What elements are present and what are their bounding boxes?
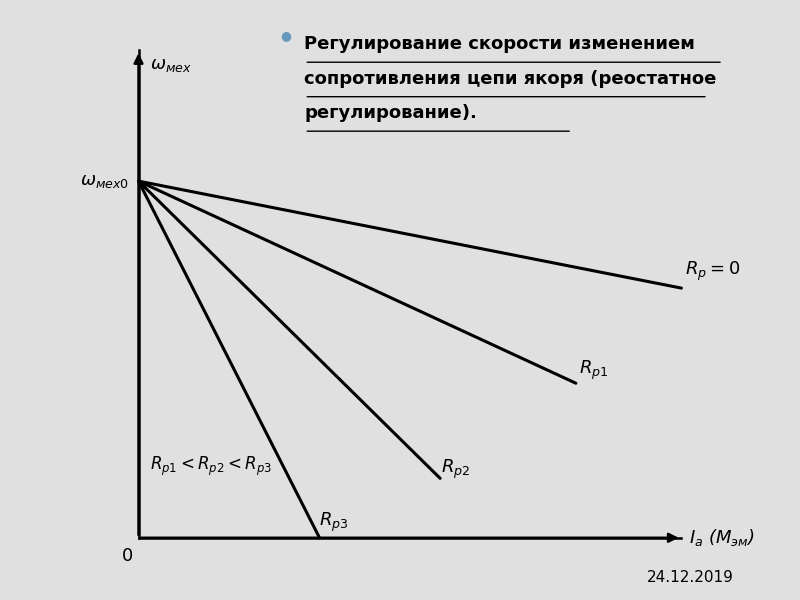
Text: $R_{p1}<R_{p2}<R_{p3}$: $R_{p1}<R_{p2}<R_{p3}$ — [150, 455, 272, 478]
Text: $R_{p2}$: $R_{p2}$ — [441, 458, 470, 481]
Text: $\omega_{\mathregular{мех}0}$: $\omega_{\mathregular{мех}0}$ — [81, 172, 130, 190]
Text: $\omega_{\mathregular{мех}}$: $\omega_{\mathregular{мех}}$ — [150, 56, 192, 74]
Text: $R_{p3}$: $R_{p3}$ — [318, 511, 348, 535]
Text: $R_{p1}$: $R_{p1}$ — [578, 359, 608, 382]
Text: регулирование).: регулирование). — [305, 104, 478, 122]
Text: 0: 0 — [122, 547, 133, 565]
Text: Регулирование скорости изменением: Регулирование скорости изменением — [305, 35, 695, 53]
Text: $I_a$ ($M_{\mathregular{эм}}$): $I_a$ ($M_{\mathregular{эм}}$) — [689, 527, 755, 548]
Text: ●: ● — [280, 29, 291, 42]
Text: 24.12.2019: 24.12.2019 — [647, 571, 734, 586]
Text: $R_p=0$: $R_p=0$ — [685, 260, 740, 283]
Text: сопротивления цепи якоря (реостатное: сопротивления цепи якоря (реостатное — [305, 70, 717, 88]
